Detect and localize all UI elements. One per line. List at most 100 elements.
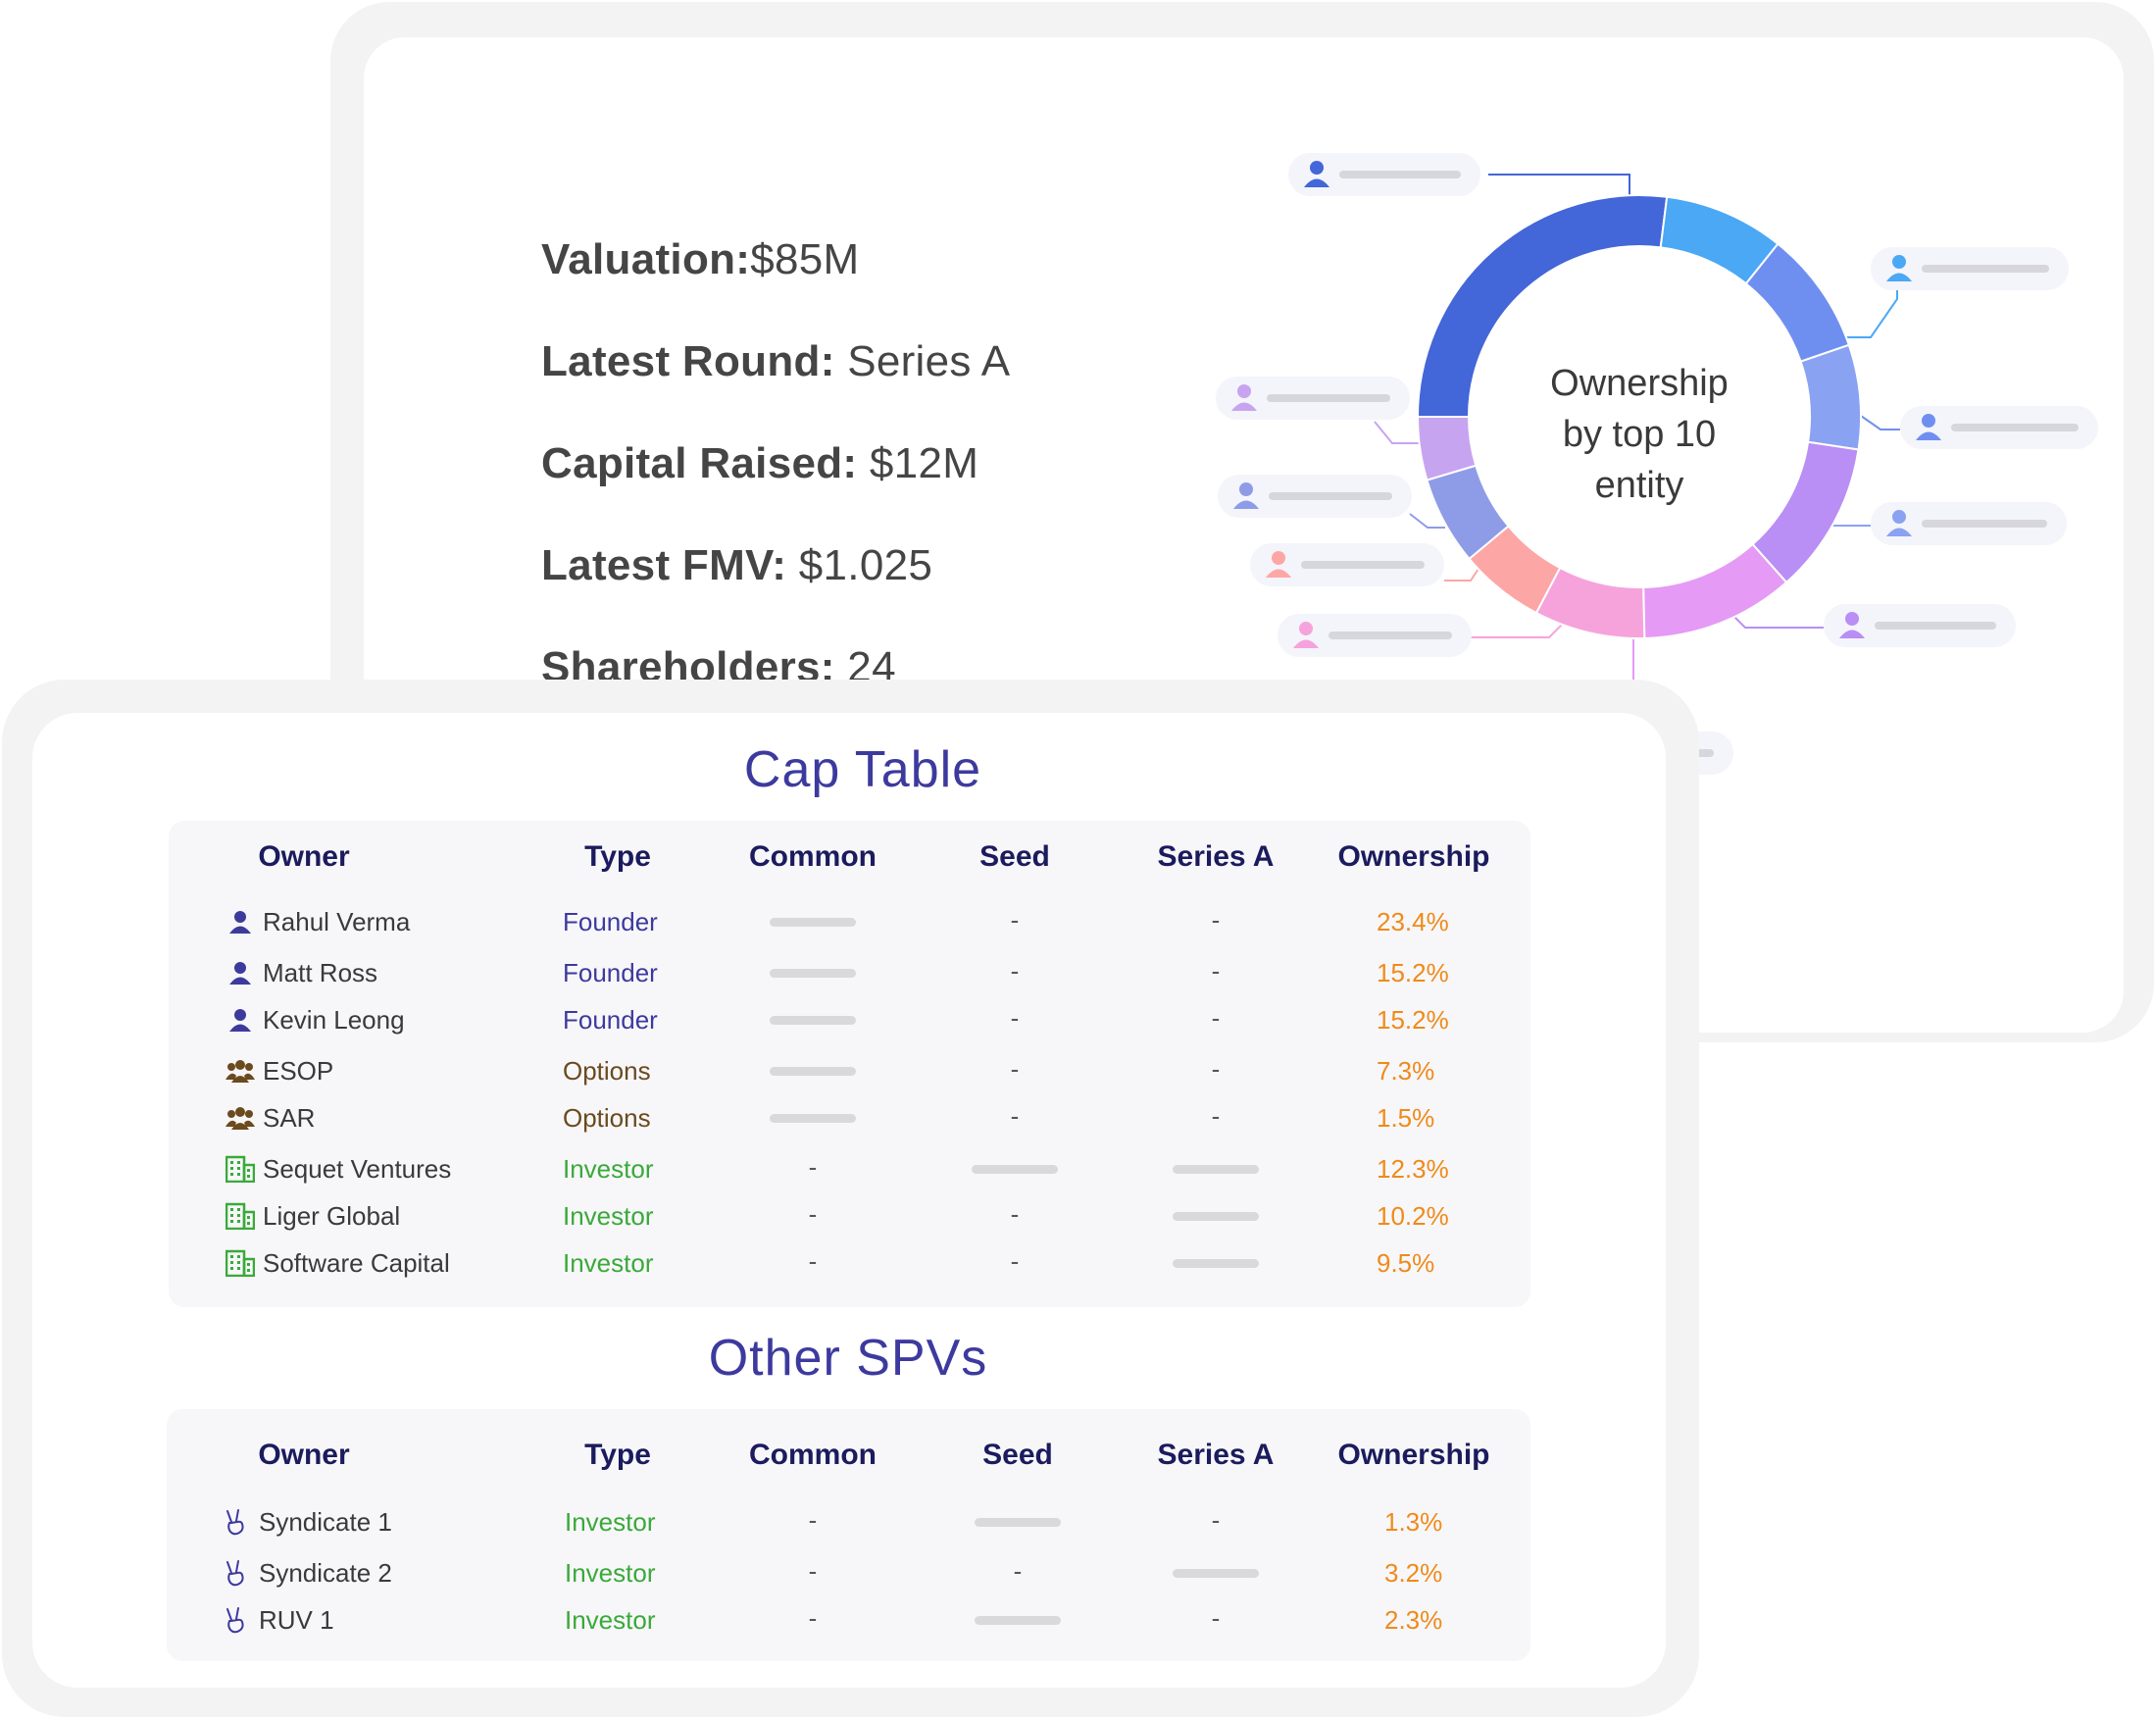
latest-fmv-stat: Latest FMV: $1.025 xyxy=(541,536,1010,638)
victory-hand-icon xyxy=(222,1605,251,1635)
person-icon-body xyxy=(1916,431,1941,440)
callout-connector xyxy=(1488,174,1630,196)
ownership-cell: 7.3% xyxy=(1377,1056,1435,1086)
group-icon xyxy=(226,1103,255,1133)
type-cell: Investor xyxy=(565,1605,656,1635)
series-a-cell-placeholder-bar xyxy=(1173,1212,1259,1221)
series-a-cell: - xyxy=(1211,1603,1221,1633)
donut-segment xyxy=(1799,343,1862,451)
owner-cell: Rahul Verma xyxy=(226,905,410,938)
header-owner: Owner xyxy=(258,840,350,873)
spv-table xyxy=(167,1409,1530,1661)
owner-name: SAR xyxy=(263,1103,316,1133)
seed-cell: - xyxy=(1013,1556,1023,1586)
callout-placeholder-bar xyxy=(1301,561,1425,569)
callout-placeholder-bar xyxy=(1269,492,1392,500)
ownership-cell: 10.2% xyxy=(1377,1201,1449,1231)
person-icon xyxy=(226,958,255,987)
ownership-cell: 15.2% xyxy=(1377,1005,1449,1035)
common-cell-placeholder-bar xyxy=(770,969,856,978)
donut-center-line2: by top 10 xyxy=(1563,414,1716,455)
common-cell-placeholder-bar xyxy=(770,1016,856,1025)
person-icon-body xyxy=(1233,500,1259,509)
donut-center-line3: entity xyxy=(1595,465,1684,506)
owner-name: Software Capital xyxy=(263,1248,450,1278)
cap-table-title: Cap Table xyxy=(743,741,982,798)
series-a-cell: - xyxy=(1211,905,1221,935)
callout-placeholder-bar xyxy=(1922,520,2047,528)
callout-placeholder-bar xyxy=(1267,394,1390,402)
common-cell: - xyxy=(808,1152,818,1182)
common-cell: - xyxy=(808,1505,818,1535)
company-stats: Valuation:$85M Latest Round: Series A Ca… xyxy=(541,230,1010,740)
seed-cell: - xyxy=(1010,905,1020,935)
callout-connector xyxy=(1732,615,1824,629)
owner-name: Rahul Verma xyxy=(263,907,411,936)
owner-name: Sequet Ventures xyxy=(263,1154,452,1184)
owner-name: Kevin Leong xyxy=(263,1005,405,1035)
owner-cell: Sequet Ventures xyxy=(226,1152,451,1186)
callout-connector xyxy=(1471,621,1566,638)
owner-cell: Software Capital xyxy=(226,1246,450,1280)
owner-cell: Syndicate 1 xyxy=(222,1505,392,1539)
ownership-cell: 2.3% xyxy=(1384,1605,1443,1635)
building-icon xyxy=(226,1154,255,1184)
donut-segments xyxy=(1416,194,1862,639)
common-cell-placeholder-bar xyxy=(770,1114,856,1123)
person-icon-body xyxy=(1886,528,1912,536)
common-cell: - xyxy=(808,1246,818,1276)
person-icon xyxy=(226,907,255,936)
header-series-a: Series A xyxy=(1157,840,1275,873)
series-a-cell: - xyxy=(1211,1003,1221,1033)
type-cell: Founder xyxy=(563,958,658,987)
owner-name: ESOP xyxy=(263,1056,334,1086)
person-icon xyxy=(1310,161,1324,175)
person-icon xyxy=(1892,255,1906,269)
other-spvs-title: Other SPVs xyxy=(708,1330,988,1387)
series-a-cell-placeholder-bar xyxy=(1173,1259,1259,1268)
victory-hand-icon xyxy=(222,1558,251,1588)
seed-cell-placeholder-bar xyxy=(975,1518,1061,1527)
common-cell-placeholder-bar xyxy=(770,918,856,927)
owner-name: RUV 1 xyxy=(259,1605,334,1635)
person-icon-body xyxy=(1231,402,1257,411)
header-seed: Seed xyxy=(979,840,1050,873)
seed-cell: - xyxy=(1010,1054,1020,1084)
latest-fmv-label: Latest FMV: xyxy=(541,541,787,589)
latest-round-value: Series A xyxy=(847,337,1011,385)
callout-placeholder-bar xyxy=(1922,265,2049,273)
type-cell: Investor xyxy=(563,1248,654,1278)
group-icon xyxy=(226,1056,255,1086)
seed-cell: - xyxy=(1010,1246,1020,1276)
owner-cell: Matt Ross xyxy=(226,956,377,989)
type-cell: Founder xyxy=(563,1005,658,1035)
header-common: Common xyxy=(749,1439,877,1471)
person-icon xyxy=(1272,551,1285,565)
series-a-cell-placeholder-bar xyxy=(1173,1569,1259,1578)
owner-cell: SAR xyxy=(226,1101,315,1135)
person-icon xyxy=(1922,414,1935,428)
series-a-cell-placeholder-bar xyxy=(1173,1165,1259,1174)
type-cell: Investor xyxy=(565,1507,656,1537)
callout-placeholder-bar xyxy=(1875,622,1996,630)
person-icon-body xyxy=(1266,569,1291,578)
type-cell: Investor xyxy=(563,1201,654,1231)
owner-cell: Kevin Leong xyxy=(226,1003,405,1036)
ownership-cell: 23.4% xyxy=(1377,907,1449,936)
header-ownership: Ownership xyxy=(1337,840,1490,873)
person-icon xyxy=(1845,612,1859,626)
person-icon-body xyxy=(1293,639,1319,648)
type-cell: Options xyxy=(563,1056,651,1086)
capital-raised-value: $12M xyxy=(869,439,979,487)
building-icon xyxy=(226,1248,255,1278)
owner-name: Syndicate 2 xyxy=(259,1558,392,1588)
callout-placeholder-bar xyxy=(1329,632,1452,639)
owner-name: Matt Ross xyxy=(263,958,378,987)
ownership-cell: 3.2% xyxy=(1384,1558,1443,1588)
header-owner: Owner xyxy=(258,1439,350,1471)
common-cell: - xyxy=(808,1603,818,1633)
header-type: Type xyxy=(584,840,651,873)
donut-callouts xyxy=(1216,153,2098,775)
valuation-stat: Valuation:$85M xyxy=(541,230,1010,332)
type-cell: Investor xyxy=(563,1154,654,1184)
